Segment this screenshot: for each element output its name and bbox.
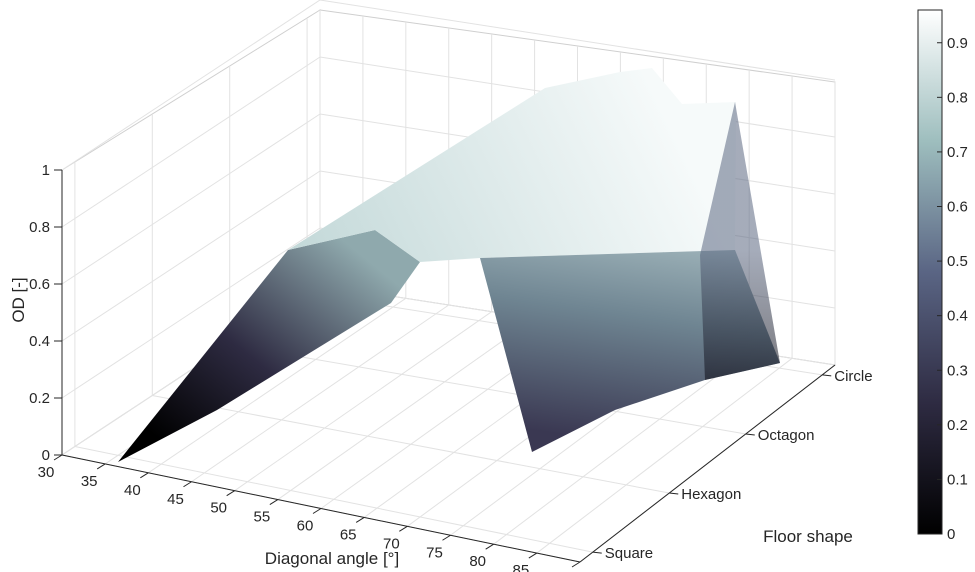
colorbar: 0 0.1 0.2 0.3 0.4 0.5 0.6 0.7 0.8 0.9	[917, 9, 968, 543]
z-tick-label: 0	[42, 447, 50, 464]
y-tick-mark	[822, 374, 832, 377]
y-tick-mark	[669, 492, 679, 495]
x-tick-mark	[399, 525, 408, 532]
z-tick-label: 0.6	[29, 276, 50, 293]
x-gridline-floor	[277, 317, 535, 500]
x-gridline-floor	[234, 311, 492, 492]
z-gridline-left	[61, 170, 321, 342]
z-gridline-left	[61, 113, 321, 285]
x-tick-mark	[528, 552, 538, 559]
colorbar-tick-label: 0.1	[947, 471, 968, 488]
y-tick-mark	[745, 433, 755, 436]
colorbar-tick-label: 0.3	[947, 362, 968, 379]
x-tick-label: 45	[167, 491, 184, 508]
x-tick-label: 60	[297, 518, 314, 535]
x-ticks: 30354045505560657075808590	[38, 454, 581, 572]
x-tick-label: 85	[512, 562, 529, 572]
z-ticks: 0 0.2 0.4 0.6 0.8 1	[29, 162, 62, 464]
colorbar-tick-label: 0.4	[947, 308, 968, 325]
x-tick-label: 75	[426, 544, 443, 561]
y-ticks: Square Hexagon Octagon Circle	[592, 368, 873, 562]
x-tick-label: 55	[253, 509, 270, 526]
x-tick-mark	[183, 481, 192, 488]
colorbar-tick-label: 0.7	[947, 144, 968, 161]
x-tick-mark	[96, 463, 106, 470]
x-tick-label: 40	[124, 482, 141, 499]
y-gridline-floor	[229, 344, 746, 435]
surface	[118, 68, 780, 462]
colorbar-tick-label: 0.2	[947, 417, 968, 434]
x-tick-label: 35	[81, 473, 98, 490]
z-gridline-left	[61, 0, 321, 171]
x-tick-mark	[269, 499, 279, 506]
x-tick-label: 80	[469, 553, 486, 570]
y-tick-label: Circle	[834, 368, 872, 385]
x-axis-label: Diagonal angle [°]	[265, 549, 399, 568]
y-tick-mark	[592, 551, 602, 554]
x-tick-label: 65	[340, 526, 357, 543]
z-gridline-left	[61, 227, 321, 399]
x-tick-mark	[312, 508, 322, 514]
y-axis-label: Floor shape	[763, 527, 853, 546]
surface-shadow-face	[700, 102, 780, 380]
y-gridline-floor	[74, 446, 593, 553]
x-tick-mark	[571, 561, 581, 568]
z-gridline-left	[61, 56, 321, 228]
colorbar-tick-label: 0.8	[947, 89, 968, 106]
surface-top-face	[288, 68, 736, 262]
z-tick-label: 1	[42, 162, 50, 179]
x-gridline-floor	[536, 357, 793, 554]
x-tick-mark	[53, 454, 63, 461]
x-tick-label: 30	[38, 464, 55, 481]
x-tick-mark	[226, 490, 235, 497]
x-gridline-floor	[191, 304, 450, 483]
z-tick-label: 0.2	[29, 390, 50, 407]
z-tick-label: 0.8	[29, 219, 50, 236]
z-tick-label: 0.4	[29, 333, 50, 350]
y-tick-label: Octagon	[758, 427, 815, 444]
x-tick-label: 50	[210, 500, 227, 517]
y-tick-label: Square	[605, 545, 653, 562]
z-axis-label: OD [-]	[9, 277, 28, 322]
x-tick-mark	[140, 472, 149, 479]
colorbar-tick-label: 0	[947, 526, 955, 543]
x-tick-mark	[485, 543, 494, 550]
x-tick-mark	[442, 534, 451, 541]
x-tick-label: 70	[383, 535, 400, 552]
x-tick-mark	[355, 516, 365, 523]
x-gridline-floor	[148, 297, 407, 474]
colorbar-rect	[917, 9, 943, 535]
y-tick-label: Hexagon	[681, 486, 741, 503]
y-axis-line	[579, 364, 836, 563]
colorbar-tick-label: 0.9	[947, 35, 968, 52]
surface-left-face	[118, 230, 420, 462]
colorbar-tick-label: 0.5	[947, 253, 968, 270]
x-gridline-floor	[493, 351, 750, 545]
y-gridline-floor	[152, 395, 670, 494]
colorbar-tick-label: 0.6	[947, 199, 968, 216]
z-gridline-right	[319, 0, 836, 81]
